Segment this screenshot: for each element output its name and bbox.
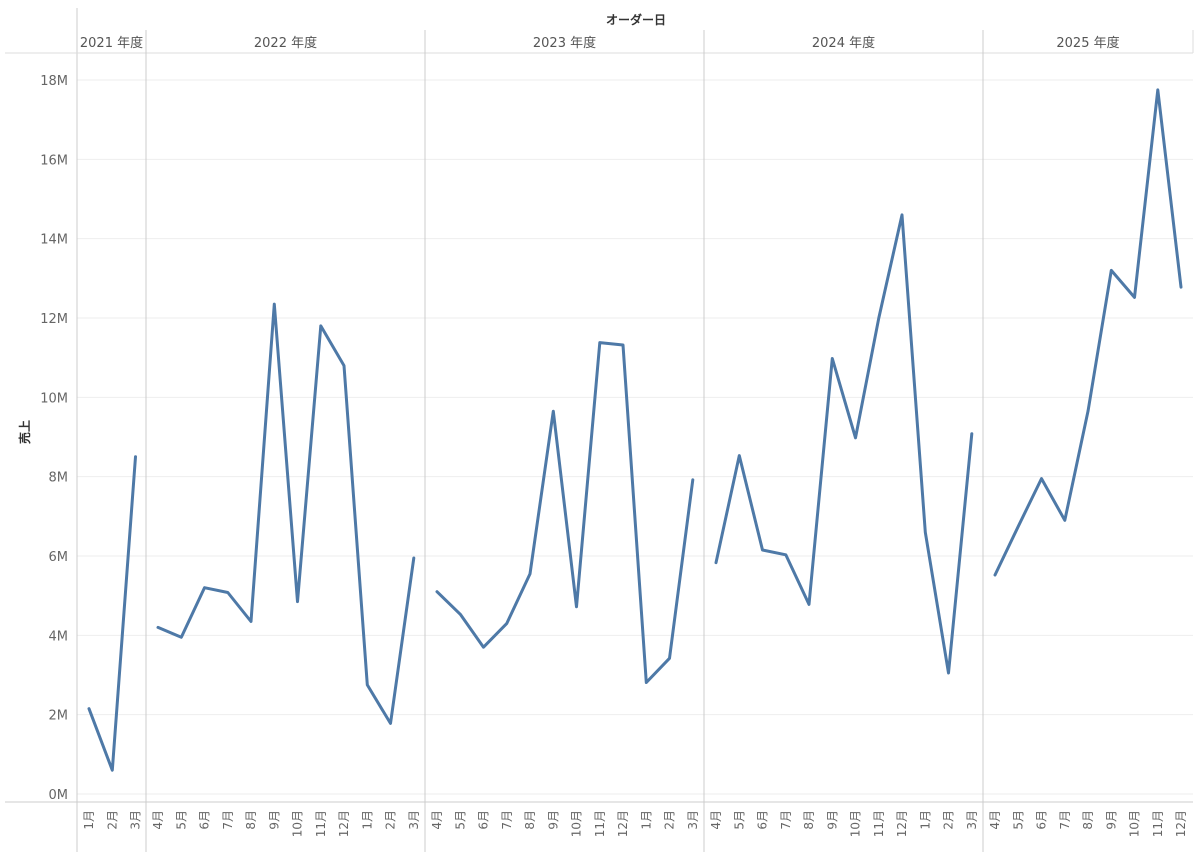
month-tick-label: 7月 — [500, 810, 514, 830]
month-tick-label: 4月 — [709, 810, 723, 830]
month-tick-label: 10月 — [849, 810, 863, 837]
year-header: 2022 年度 — [254, 35, 317, 51]
month-tick-label: 1月 — [360, 810, 374, 830]
month-tick-label: 3月 — [686, 810, 700, 830]
month-tick-label: 4月 — [151, 810, 165, 830]
gridlines — [77, 79, 1193, 795]
month-tick-label: 5月 — [732, 810, 746, 830]
sales-line-2021 年度 — [87, 455, 137, 772]
y-tick-label: 8M — [49, 471, 69, 486]
year-header: 2023 年度 — [533, 35, 596, 51]
sales-line-2025 年度 — [993, 88, 1183, 577]
month-tick-label: 8月 — [244, 810, 258, 830]
y-tick-label: 16M — [40, 153, 68, 168]
month-tick-label: 4月 — [430, 810, 444, 830]
month-tick-label: 11月 — [314, 810, 328, 837]
y-tick-label: 18M — [40, 74, 68, 89]
y-tick-label: 0M — [49, 788, 69, 803]
month-tick-label: 6月 — [756, 810, 770, 830]
month-tick-label: 8月 — [1081, 810, 1095, 830]
year-headers: 2021 年度 2022 年度 2023 年度 2024 年度 2025 年度 — [80, 35, 1120, 51]
month-tick-label: 6月 — [198, 810, 212, 830]
sales-line-2022 年度 — [156, 302, 416, 725]
month-tick-label: 12月 — [616, 810, 630, 837]
month-tick-label: 10月 — [291, 810, 305, 837]
month-tick-label: 12月 — [895, 810, 909, 837]
month-tick-label: 6月 — [477, 810, 491, 830]
y-tick-label: 2M — [49, 709, 69, 724]
series-lines — [87, 88, 1183, 772]
month-tick-label: 6月 — [1035, 810, 1049, 830]
month-tick-label: 3月 — [965, 810, 979, 830]
month-tick-label: 9月 — [267, 810, 281, 830]
month-tick-label: 2月 — [942, 810, 956, 830]
month-tick-label: 10月 — [1128, 810, 1142, 837]
month-tick-label: 7月 — [1058, 810, 1072, 830]
month-tick-label: 7月 — [779, 810, 793, 830]
month-tick-label: 12月 — [1174, 810, 1188, 837]
month-tick-label: 8月 — [523, 810, 537, 830]
year-header: 2024 年度 — [812, 35, 875, 51]
month-tick-label: 3月 — [129, 810, 143, 830]
month-tick-label: 10月 — [570, 810, 584, 837]
month-tick-label: 8月 — [802, 810, 816, 830]
month-tick-label: 11月 — [872, 810, 886, 837]
month-tick-label: 7月 — [221, 810, 235, 830]
month-tick-label: 3月 — [407, 810, 421, 830]
y-tick-label: 12M — [40, 312, 68, 327]
month-tick-label: 2月 — [663, 810, 677, 830]
y-axis-title: 売上 — [17, 420, 32, 444]
x-axis: 1月 2月 3月 4月 5月 6月 7月 8月 9月 10月 11月 12月 1月 2月 3月 4月 5月 6月 7… — [82, 810, 1188, 837]
month-tick-label: 12月 — [337, 810, 351, 837]
month-tick-label: 9月 — [825, 810, 839, 830]
month-tick-label: 1月 — [918, 810, 932, 830]
month-tick-label: 1月 — [639, 810, 653, 830]
month-tick-label: 5月 — [174, 810, 188, 830]
month-tick-label: 2月 — [105, 810, 119, 830]
y-tick-label: 10M — [40, 391, 68, 406]
month-tick-label: 11月 — [1151, 810, 1165, 837]
frame — [5, 8, 1194, 852]
year-header: 2021 年度 — [80, 35, 143, 51]
y-axis: 0M 2M 4M 6M 8M 10M 12M 14M 16M 18M — [40, 74, 68, 803]
month-tick-label: 2月 — [384, 810, 398, 830]
y-tick-label: 4M — [49, 629, 69, 644]
month-tick-label: 4月 — [988, 810, 1002, 830]
y-tick-label: 14M — [40, 233, 68, 248]
month-tick-label: 5月 — [1011, 810, 1025, 830]
sales-line-2024 年度 — [714, 213, 974, 675]
y-tick-label: 6M — [49, 550, 69, 565]
month-tick-label: 1月 — [82, 810, 96, 830]
sales-line-2023 年度 — [435, 341, 695, 684]
month-tick-label: 11月 — [593, 810, 607, 837]
chart-title: オーダー日 — [606, 12, 666, 27]
month-tick-label: 9月 — [1104, 810, 1118, 830]
month-tick-label: 9月 — [546, 810, 560, 830]
year-header: 2025 年度 — [1056, 35, 1119, 51]
month-tick-label: 5月 — [453, 810, 467, 830]
